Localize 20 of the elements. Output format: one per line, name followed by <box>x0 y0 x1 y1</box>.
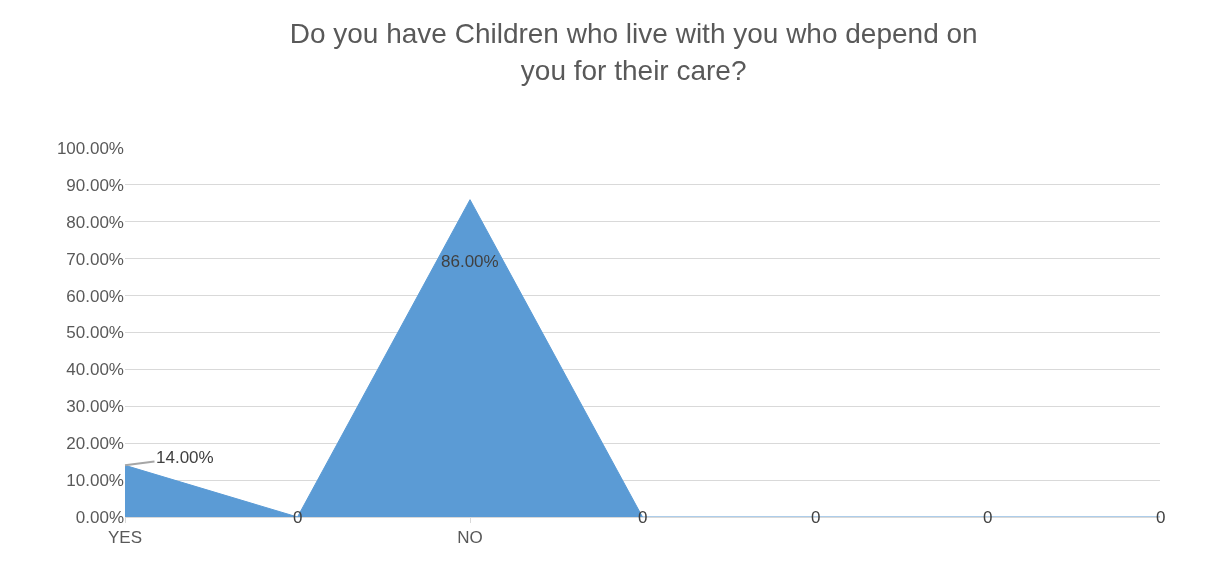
y-tick-label: 80.00% <box>66 212 124 232</box>
data-label: 0 <box>983 508 993 527</box>
x-tick-label: NO <box>457 528 483 548</box>
y-tick-label: 40.00% <box>66 360 124 380</box>
y-tick-label: 70.00% <box>66 249 124 269</box>
data-label: 14.00% <box>156 448 214 467</box>
y-tick-label: 20.00% <box>66 434 124 454</box>
data-label: 0 <box>811 508 821 527</box>
y-tick-label: 50.00% <box>66 323 124 343</box>
y-tick-label: 60.00% <box>66 286 124 306</box>
data-label: 0 <box>638 508 648 527</box>
y-tick-label: 100.00% <box>56 138 124 158</box>
y-tick-label: 90.00% <box>66 175 124 195</box>
chart-title: Do you have Children who live with you who depend on you for their care? <box>289 18 978 86</box>
y-tick-label: 0.00% <box>75 507 124 527</box>
data-label: 86.00% <box>441 252 499 271</box>
x-tick-label: YES <box>107 528 143 548</box>
y-tick-label: 30.00% <box>66 397 124 417</box>
data-label: 0 <box>1156 508 1166 527</box>
y-tick-label: 10.00% <box>66 471 124 491</box>
